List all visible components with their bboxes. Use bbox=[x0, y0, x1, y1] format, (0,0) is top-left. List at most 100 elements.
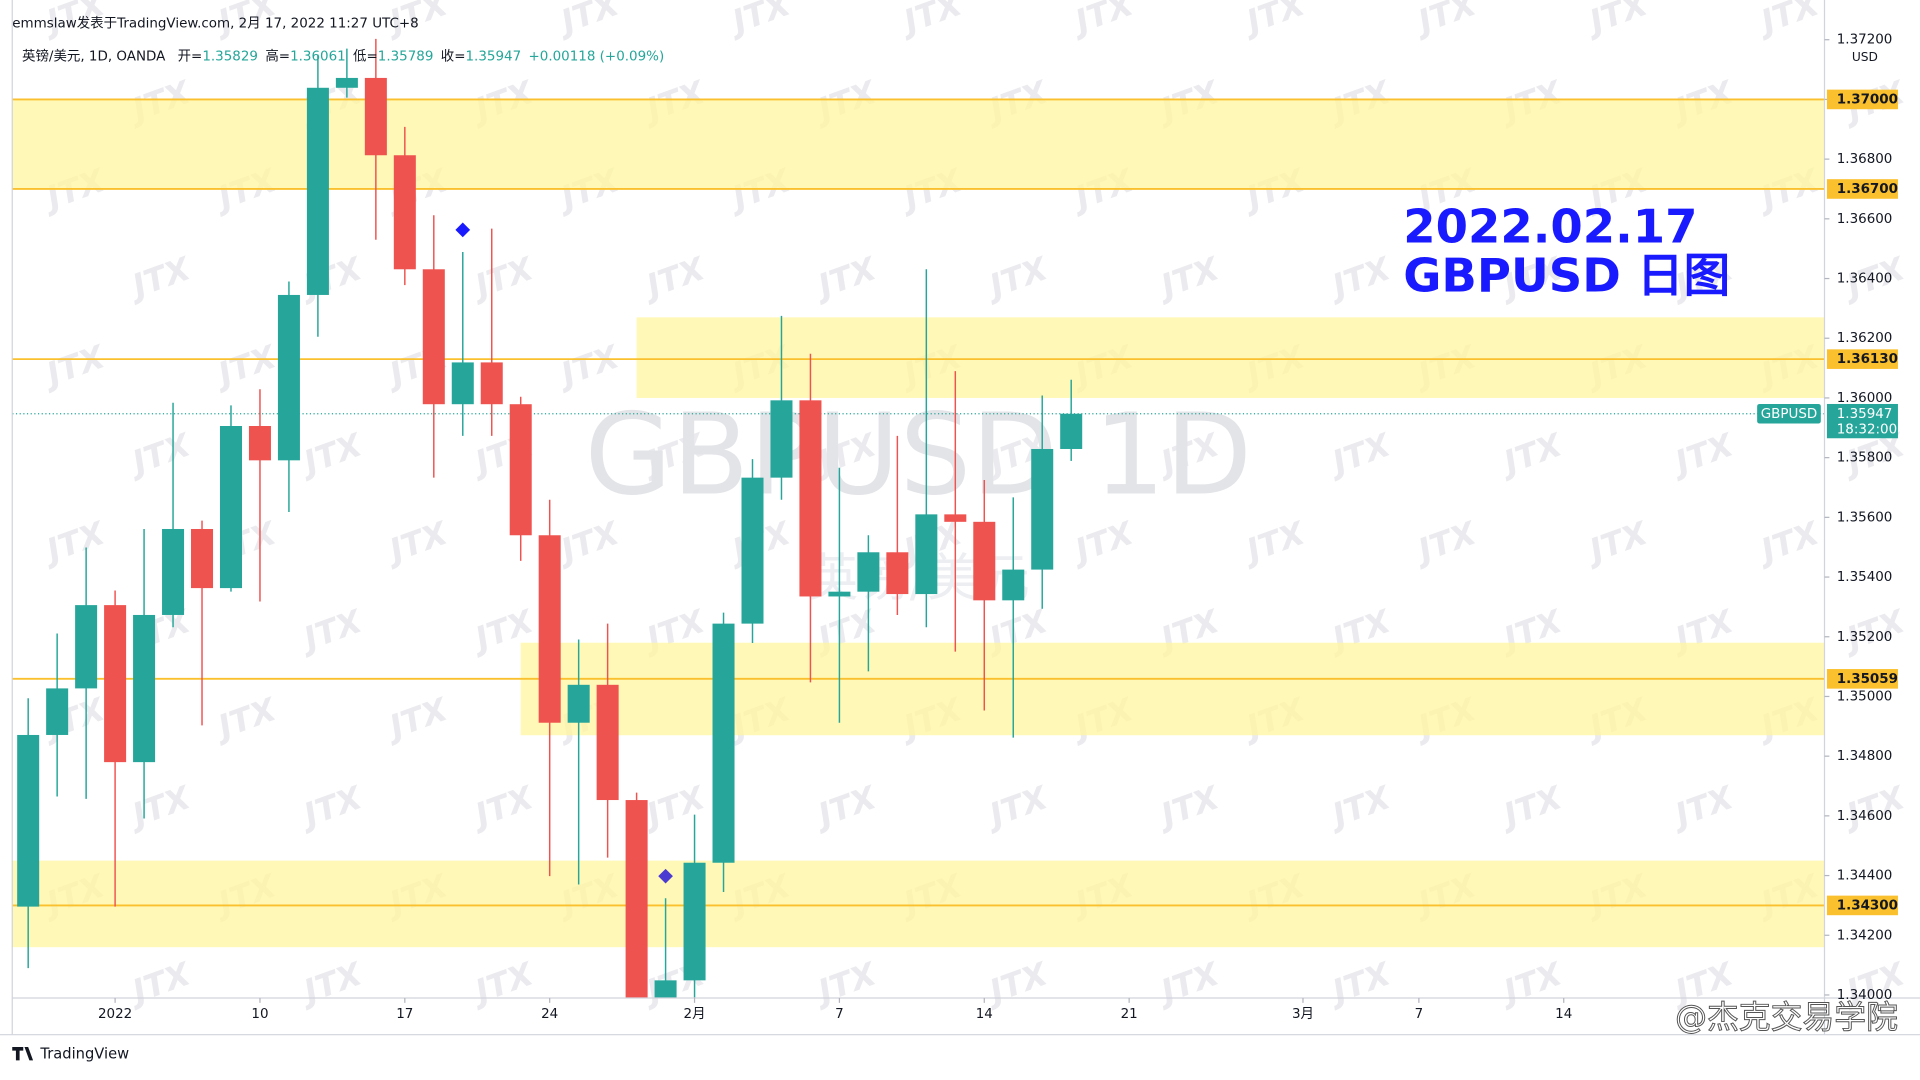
annotation-subtitle: GBPUSD 日图 bbox=[1403, 249, 1730, 303]
level-label-bg bbox=[1826, 89, 1898, 110]
x-tick-label: 10 bbox=[251, 1007, 268, 1022]
candle-body bbox=[712, 623, 735, 863]
candle-body bbox=[162, 528, 185, 615]
candle-body bbox=[915, 514, 938, 595]
ohlc-value: 1.35947 bbox=[466, 49, 522, 64]
candle-body bbox=[973, 521, 996, 601]
candle-body bbox=[596, 684, 619, 801]
x-tick-label: 21 bbox=[1121, 1007, 1138, 1022]
y-tick-label: 1.34400 bbox=[1837, 869, 1893, 884]
candle-body bbox=[625, 800, 648, 998]
zone bbox=[636, 317, 1825, 398]
y-tick-label: 1.35400 bbox=[1837, 570, 1893, 585]
x-tick-label: 14 bbox=[976, 1007, 993, 1022]
candle-body bbox=[799, 400, 822, 597]
legend-text: 英镑/美元, 1D, OANDA 开=1.35829 高=1.36061 低=1.35… bbox=[22, 47, 664, 64]
candle-body bbox=[17, 734, 40, 907]
ohlc-value: 1.36061 bbox=[290, 49, 346, 64]
level-label-bg bbox=[1826, 179, 1898, 199]
x-tick-label: 2022 bbox=[98, 1007, 132, 1022]
y-tick-label: 1.36600 bbox=[1837, 212, 1893, 227]
ohlc-key: 高= bbox=[265, 47, 290, 64]
zone bbox=[12, 860, 1825, 948]
candle-body bbox=[277, 294, 300, 461]
marker bbox=[455, 222, 471, 238]
ohlc-key: 开= bbox=[178, 49, 203, 64]
candle-body bbox=[944, 514, 967, 522]
countdown-label: 18:32:00 bbox=[1837, 423, 1897, 438]
ohlc-key: 低= bbox=[353, 48, 378, 64]
y-tick-label: 1.36000 bbox=[1837, 391, 1893, 406]
candle-body bbox=[741, 477, 764, 624]
currency-label: USD bbox=[1852, 50, 1878, 64]
level-label: 1.34300 bbox=[1837, 898, 1898, 913]
price-axis: 1.34000 1.34200 1.34400 1.34600 1.34800 1.350… bbox=[1824, 33, 1898, 1003]
ohlc-key: 收= bbox=[441, 48, 466, 64]
candle-body bbox=[191, 528, 214, 589]
y-tick-label: 1.36800 bbox=[1837, 152, 1893, 167]
symbol-tag: GBPUSD bbox=[1761, 407, 1818, 422]
brand-icon bbox=[12, 1046, 34, 1061]
brand-logo: TradingView bbox=[12, 1045, 129, 1062]
last-price-bg bbox=[1826, 403, 1898, 439]
ohlc-value: 1.35789 bbox=[378, 49, 434, 64]
publisher-line: emmslaw发表于TradingView.com, 2月 17, 2022 1… bbox=[12, 15, 418, 31]
y-tick-label: 1.37200 bbox=[1837, 33, 1893, 48]
level-label: 1.36700 bbox=[1837, 182, 1898, 197]
candle-body bbox=[509, 404, 532, 536]
x-tick-label: 24 bbox=[541, 1007, 558, 1022]
overlay: GBPUSD bbox=[1757, 403, 1821, 424]
symbol-watermark: GBPUSD 1D bbox=[585, 389, 1252, 521]
candle-body bbox=[75, 605, 98, 689]
y-tick-label: 1.35800 bbox=[1837, 451, 1893, 466]
candle-body bbox=[219, 426, 242, 589]
candle-body bbox=[335, 77, 358, 88]
ohlc-value: 1.35829 bbox=[202, 49, 258, 64]
level-label-bg bbox=[1826, 895, 1898, 916]
x-tick-label: 2月 bbox=[684, 1007, 706, 1022]
candle-body bbox=[828, 591, 851, 597]
candle-body bbox=[451, 362, 474, 405]
candle-body bbox=[104, 605, 127, 763]
y-tick-label: 1.34200 bbox=[1837, 928, 1893, 943]
candle-body bbox=[654, 980, 677, 998]
candle-body bbox=[480, 362, 503, 405]
y-tick-label: 1.35200 bbox=[1837, 630, 1893, 645]
candle-body bbox=[364, 77, 387, 156]
x-tick-label: 3月 bbox=[1292, 1007, 1314, 1022]
candle-body bbox=[857, 552, 880, 592]
level-label: 1.36130 bbox=[1837, 352, 1898, 367]
change: +0.00118 (+0.09%) bbox=[529, 49, 665, 64]
candle-body bbox=[422, 269, 445, 405]
candle-body bbox=[393, 155, 416, 270]
annotation-date: 2022.02.17 bbox=[1403, 200, 1697, 254]
candle-body bbox=[46, 688, 69, 735]
marker bbox=[658, 868, 673, 884]
level-label-bg bbox=[1826, 669, 1898, 689]
x-tick-label: 17 bbox=[396, 1007, 413, 1022]
y-tick-label: 1.36400 bbox=[1837, 272, 1893, 287]
candle-body bbox=[1002, 569, 1025, 601]
x-tick-label: 14 bbox=[1555, 1007, 1572, 1022]
symbol-tag-bg bbox=[1757, 403, 1821, 424]
candle-body bbox=[683, 862, 706, 981]
x-tick-label: 7 bbox=[835, 1007, 844, 1022]
candle-body bbox=[248, 426, 271, 461]
candle-body bbox=[538, 535, 561, 723]
y-tick-label: 1.35600 bbox=[1837, 510, 1893, 525]
zone bbox=[12, 99, 1825, 189]
candle-body bbox=[770, 400, 793, 478]
y-tick-label: 1.35000 bbox=[1837, 689, 1893, 704]
time-axis: 2022 10 17 24 2月 7 14 21 3月 7 14 bbox=[98, 997, 1572, 1022]
y-tick-label: 1.34800 bbox=[1837, 749, 1893, 764]
candle-body bbox=[1060, 413, 1083, 449]
credit-watermark: @杰克交易学院 bbox=[1675, 998, 1898, 1036]
plot-area: GBPUSD 1D 英镑/美元 bbox=[12, 38, 1825, 998]
candle-body bbox=[567, 684, 590, 723]
y-tick-label: 1.34000 bbox=[1837, 988, 1893, 1003]
brand-name: TradingView bbox=[39, 1045, 129, 1062]
candle-body bbox=[133, 614, 156, 763]
last-price-label: 1.35947 bbox=[1837, 407, 1893, 422]
